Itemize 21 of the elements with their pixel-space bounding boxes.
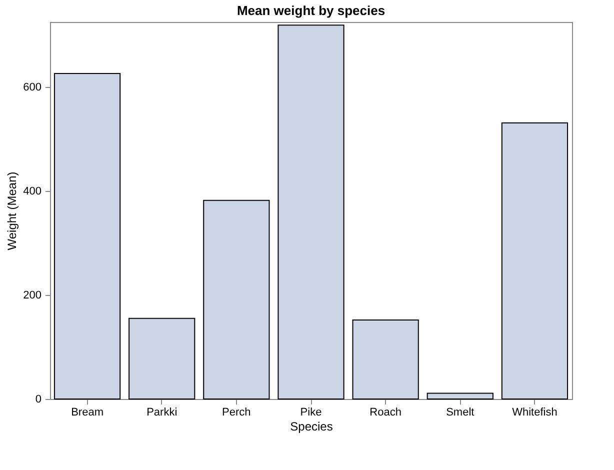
- bar: [203, 200, 270, 400]
- x-tick-label: Bream: [71, 406, 104, 418]
- bar: [501, 122, 568, 400]
- bar: [352, 319, 419, 400]
- bar: [54, 72, 121, 400]
- y-tick-label: 400: [23, 186, 42, 198]
- chart-title: Mean weight by species: [236, 3, 386, 18]
- x-tick-label: Parkki: [146, 406, 178, 418]
- x-tick-label: Pike: [300, 406, 322, 418]
- y-tick-label: 600: [23, 82, 42, 94]
- y-tick-label: 200: [23, 290, 42, 302]
- x-tick-label: Smelt: [446, 406, 474, 418]
- bar: [426, 392, 494, 400]
- bar: [278, 24, 344, 400]
- x-tick-label: Roach: [370, 406, 402, 418]
- x-axis-title: Species: [290, 420, 333, 434]
- bar: [128, 318, 196, 400]
- x-tick-label: Whitefish: [512, 406, 558, 418]
- y-tick-label: 0: [35, 394, 42, 406]
- y-axis-title: Weight (Mean): [5, 172, 20, 250]
- x-tick-label: Perch: [222, 406, 251, 418]
